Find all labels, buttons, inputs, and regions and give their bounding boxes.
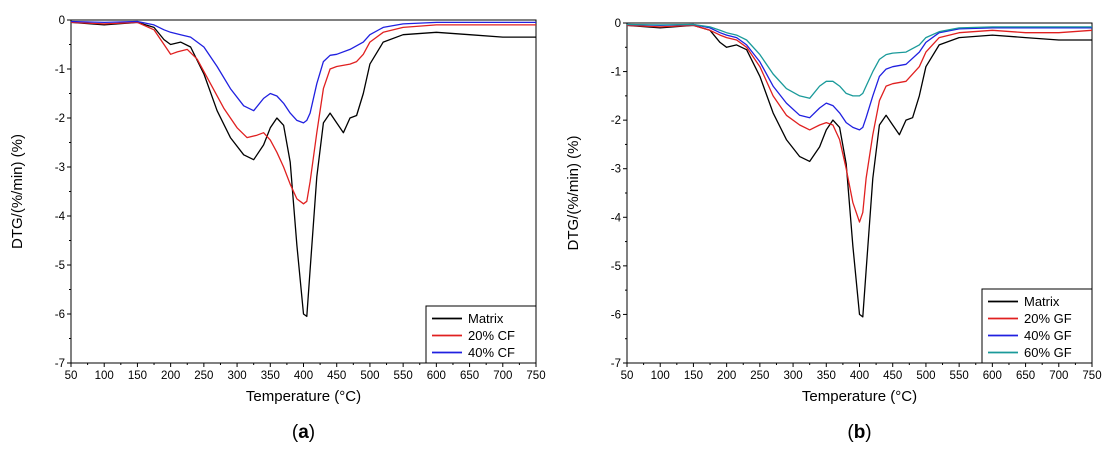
chart-a-legend-label: Matrix	[468, 311, 504, 326]
chart-b-x-axis-label: Temperature (°C)	[802, 388, 917, 405]
chart-b-y-tick-label: -3	[611, 164, 621, 176]
chart-a-series-line-20-cf	[71, 21, 536, 205]
chart-a-caption: (a)	[292, 422, 315, 443]
chart-b-legend-label: 20% GF	[1024, 311, 1072, 326]
chart-a-y-tick-label: -4	[55, 211, 66, 223]
chart-b-svg: 50 100 150 200 250 300 350 400 450 500 550 600 650 70…	[565, 18, 1102, 443]
chart-a-x-tick-label: 750	[526, 370, 545, 382]
chart-a-x-tick-label: 50	[65, 370, 78, 382]
chart-a-series-line-40-cf	[71, 20, 536, 124]
chart-a-x-tick-label: 550	[394, 370, 413, 382]
chart-b-legend-label: 40% GF	[1024, 328, 1072, 343]
chart-b-x-tick-label: 700	[1049, 370, 1068, 382]
chart-b-x-tick-label: 300	[783, 370, 802, 382]
chart-a-legend-label: 40% CF	[468, 345, 515, 360]
chart-b-caption: (b)	[847, 422, 871, 443]
chart-a-x-tick-label: 350	[261, 370, 280, 382]
chart-a-x-tick-label: 300	[227, 370, 246, 382]
chart-b-x-tick-label: 600	[983, 370, 1002, 382]
chart-b-x-tick-label: 500	[916, 370, 935, 382]
chart-b-series-line-40-gf	[627, 23, 1092, 131]
chart-a-y-tick-label: -2	[55, 113, 65, 125]
chart-b-x-tick-label: 650	[1016, 370, 1035, 382]
chart-b-x-tick-label: 250	[750, 370, 769, 382]
chart-b-series-line-20-gf	[627, 24, 1092, 223]
chart-b-x-tick-label: 50	[621, 370, 634, 382]
chart-a-y-tick-label: -5	[55, 260, 65, 272]
chart-b-y-tick-label: 0	[615, 18, 621, 30]
chart-a-legend	[425, 305, 537, 364]
chart-b-y-tick-label: -2	[611, 115, 621, 127]
chart-b-y-tick-label: -7	[611, 358, 621, 370]
chart-b-x-tick-label: 400	[850, 370, 869, 382]
chart-a-series-line-matrix	[71, 21, 536, 318]
chart-a-x-tick-label: 400	[294, 370, 313, 382]
chart-a-x-axis-label: Temperature (°C)	[246, 388, 361, 405]
chart-b-y-tick-label: -5	[611, 261, 621, 273]
chart-b-x-tick-label: 200	[717, 370, 736, 382]
chart-a-y-tick-label: -6	[55, 309, 65, 321]
chart-b-x-tick-label: 450	[883, 370, 902, 382]
chart-b-x-tick-label: 350	[817, 370, 836, 382]
chart-a-x-tick-label: 450	[327, 370, 346, 382]
chart-a-caption-letter: a	[298, 422, 309, 443]
chart-panel-a: 50 100 150 200 250 300 350 400 450 500 550 600 650 70…	[0, 0, 552, 452]
chart-a-x-tick-label: 600	[427, 370, 446, 382]
chart-b-caption-close: )	[865, 422, 871, 443]
chart-a-x-tick-label: 500	[360, 370, 379, 382]
chart-b-caption-letter: b	[854, 422, 866, 443]
chart-b-y-tick-label: -4	[611, 212, 622, 224]
chart-a-x-tick-label: 150	[128, 370, 147, 382]
chart-a-y-tick-label: -7	[55, 358, 65, 370]
chart-b-y-tick-label: -1	[611, 67, 621, 79]
chart-a-x-tick-label: 200	[161, 370, 180, 382]
chart-a-x-tick-label: 100	[95, 370, 114, 382]
chart-b-caption-open: (	[847, 422, 854, 443]
chart-b-legend-label: Matrix	[1024, 294, 1060, 309]
chart-a-legend-label: 20% CF	[468, 328, 515, 343]
chart-a-y-tick-label: 0	[59, 15, 65, 27]
chart-b-legend-label: 60% GF	[1024, 345, 1072, 360]
chart-a-svg: 50 100 150 200 250 300 350 400 450 500 550 600 650 70…	[9, 15, 546, 443]
chart-b-series-line-matrix	[627, 24, 1092, 318]
chart-b-x-tick-label: 550	[950, 370, 969, 382]
chart-b-y-tick-label: -6	[611, 309, 621, 321]
chart-a-y-tick-label: -1	[55, 64, 65, 76]
chart-b-series-line-60-gf	[627, 23, 1092, 99]
chart-a-x-tick-label: 650	[460, 370, 479, 382]
chart-a-caption-open: (	[292, 422, 299, 443]
chart-b-y-axis-label: DTG/(%/min) (%)	[565, 136, 582, 251]
chart-a-x-tick-label: 250	[194, 370, 213, 382]
chart-b-x-tick-label: 150	[684, 370, 703, 382]
chart-b-x-tick-label: 100	[651, 370, 670, 382]
chart-a-caption-close: )	[309, 422, 315, 443]
chart-b-x-tick-label: 750	[1082, 370, 1101, 382]
chart-a-y-tick-label: -3	[55, 162, 65, 174]
chart-a-y-axis-label: DTG/(%/min) (%)	[9, 134, 26, 249]
chart-a-x-tick-label: 700	[493, 370, 512, 382]
chart-panel-b: 50 100 150 200 250 300 350 400 450 500 550 600 650 70…	[552, 0, 1103, 452]
